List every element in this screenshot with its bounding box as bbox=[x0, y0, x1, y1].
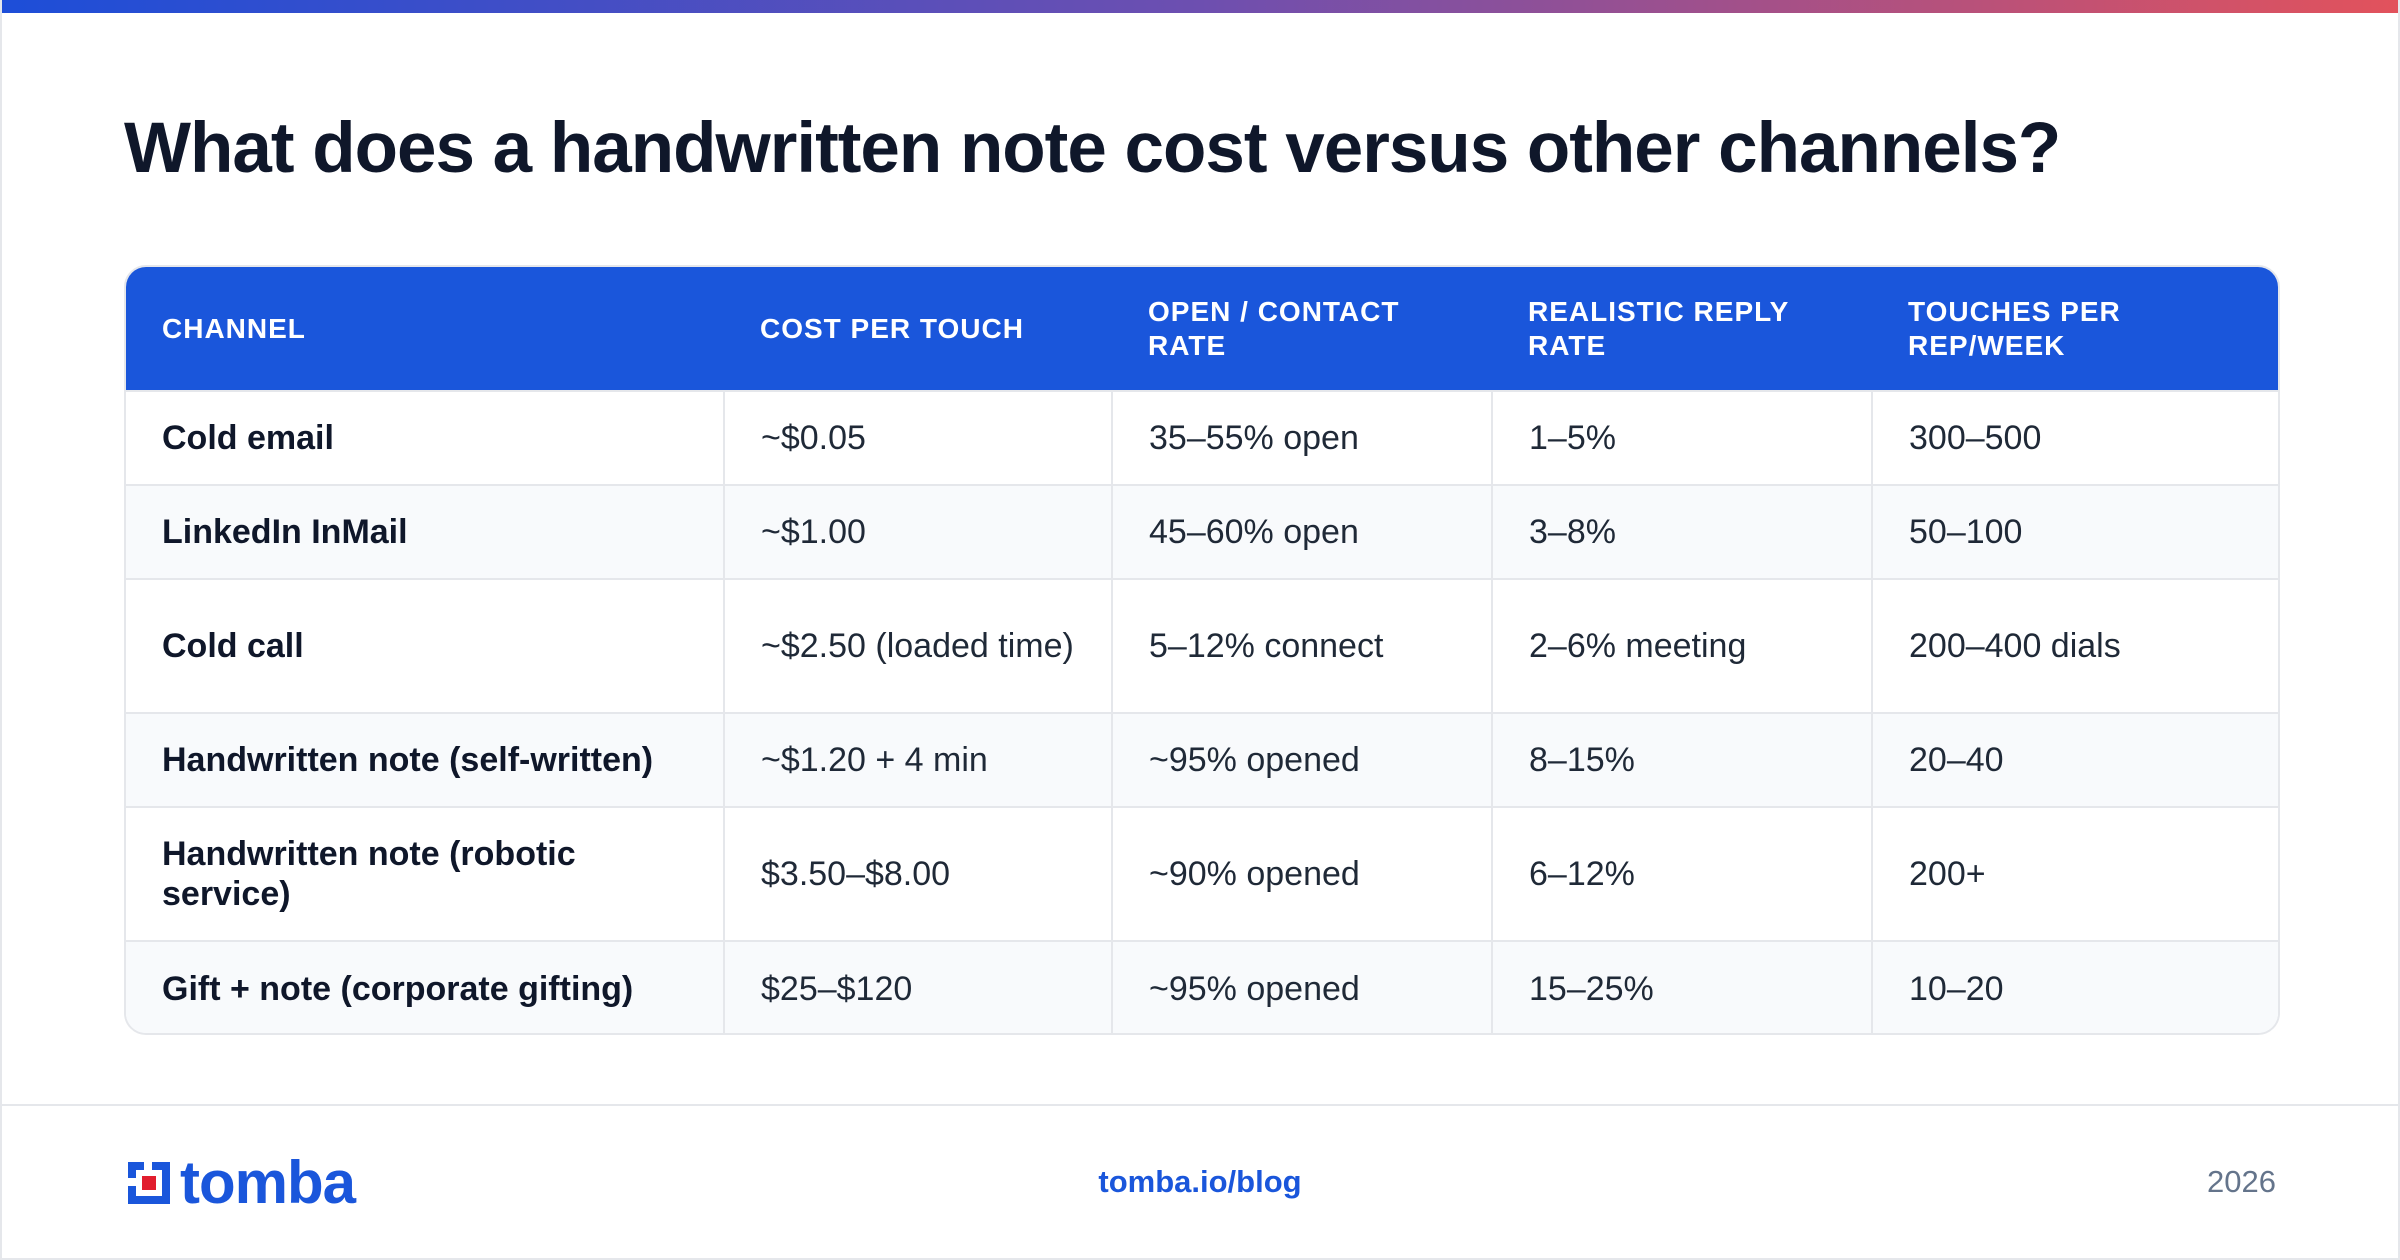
footer-divider bbox=[2, 1104, 2398, 1106]
cell-channel: LinkedIn InMail bbox=[126, 484, 724, 579]
page-title: What does a handwritten note cost versus… bbox=[124, 109, 2061, 188]
tomba-logo-icon bbox=[128, 1162, 170, 1204]
footer-year: 2026 bbox=[2207, 1164, 2276, 1199]
cell-cost: ~$1.20 + 4 min bbox=[723, 712, 1112, 807]
cell-channel: Handwritten note (robotic service) bbox=[126, 806, 724, 941]
cell-cost: ~$1.00 bbox=[723, 484, 1112, 579]
table-row: Cold call ~$2.50 (loaded time) 5–12% con… bbox=[126, 578, 2278, 713]
cell-open-rate: 5–12% connect bbox=[1111, 578, 1492, 713]
cell-reply-rate: 3–8% bbox=[1491, 484, 1872, 579]
cell-channel: Handwritten note (self-written) bbox=[126, 712, 724, 807]
cell-cost: ~$0.05 bbox=[723, 390, 1112, 485]
cell-touches: 200–400 dials bbox=[1871, 578, 2278, 713]
cell-cost: ~$2.50 (loaded time) bbox=[723, 578, 1112, 713]
cell-open-rate: ~90% opened bbox=[1111, 806, 1492, 941]
cell-reply-rate: 8–15% bbox=[1491, 712, 1872, 807]
header-channel: CHANNEL bbox=[162, 312, 306, 344]
cell-touches: 300–500 bbox=[1871, 390, 2278, 485]
cell-touches: 20–40 bbox=[1871, 712, 2278, 807]
cell-reply-rate: 15–25% bbox=[1491, 940, 1872, 1033]
cell-channel: Cold email bbox=[126, 390, 724, 485]
comparison-table-container: CHANNEL COST PER TOUCH OPEN / CONTACT RA… bbox=[124, 265, 2280, 1035]
cell-open-rate: 35–55% open bbox=[1111, 390, 1492, 485]
cell-touches: 200+ bbox=[1871, 806, 2278, 941]
cell-cost: $3.50–$8.00 bbox=[723, 806, 1112, 941]
table-row: LinkedIn InMail ~$1.00 45–60% open 3–8% … bbox=[126, 484, 2278, 579]
cell-touches: 50–100 bbox=[1871, 484, 2278, 579]
comparison-table: CHANNEL COST PER TOUCH OPEN / CONTACT RA… bbox=[126, 267, 2278, 1033]
cell-touches: 10–20 bbox=[1871, 940, 2278, 1033]
header-touches-per-rep-week: TOUCHES PER REP/WEEK bbox=[1908, 295, 2121, 361]
header-cost-per-touch: COST PER TOUCH bbox=[760, 312, 1024, 344]
header-open-contact-rate: OPEN / CONTACT RATE bbox=[1148, 295, 1400, 361]
cell-reply-rate: 2–6% meeting bbox=[1491, 578, 1872, 713]
tomba-logo[interactable]: tomba bbox=[124, 1149, 356, 1216]
gradient-top-bar bbox=[2, 0, 2398, 13]
header-realistic-reply-rate: REALISTIC REPLY RATE bbox=[1528, 295, 1789, 361]
cell-open-rate: 45–60% open bbox=[1111, 484, 1492, 579]
cell-open-rate: ~95% opened bbox=[1111, 712, 1492, 807]
table-row: Handwritten note (self-written) ~$1.20 +… bbox=[126, 712, 2278, 807]
cell-channel: Gift + note (corporate gifting) bbox=[126, 940, 724, 1033]
cell-open-rate: ~95% opened bbox=[1111, 940, 1492, 1033]
logo-wordmark: tomba bbox=[180, 1149, 356, 1216]
cell-channel: Cold call bbox=[126, 578, 724, 713]
cell-reply-rate: 6–12% bbox=[1491, 806, 1872, 941]
table-row: Cold email ~$0.05 35–55% open 1–5% 300–5… bbox=[126, 390, 2278, 485]
cell-reply-rate: 1–5% bbox=[1491, 390, 1872, 485]
table-header-row: CHANNEL COST PER TOUCH OPEN / CONTACT RA… bbox=[126, 267, 2278, 391]
table-row: Gift + note (corporate gifting) $25–$120… bbox=[126, 940, 2278, 1033]
blog-link[interactable]: tomba.io/blog bbox=[1098, 1164, 1302, 1199]
table-row: Handwritten note (robotic service) $3.50… bbox=[126, 806, 2278, 941]
cell-cost: $25–$120 bbox=[723, 940, 1112, 1033]
